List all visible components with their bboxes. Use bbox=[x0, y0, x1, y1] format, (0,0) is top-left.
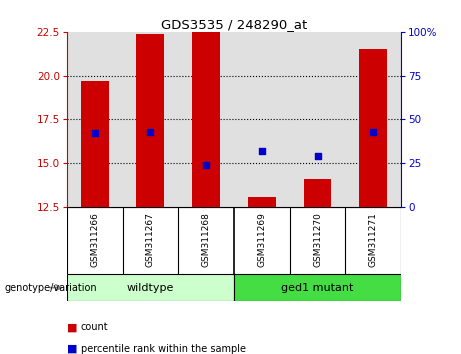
Text: percentile rank within the sample: percentile rank within the sample bbox=[81, 344, 246, 354]
Text: ■: ■ bbox=[67, 344, 77, 354]
Point bbox=[258, 148, 266, 154]
Bar bbox=[304, 179, 331, 207]
Text: wildtype: wildtype bbox=[127, 282, 174, 293]
Title: GDS3535 / 248290_at: GDS3535 / 248290_at bbox=[161, 18, 307, 31]
Text: GSM311268: GSM311268 bbox=[201, 212, 211, 267]
Bar bbox=[136, 34, 164, 207]
Bar bbox=[234, 274, 401, 301]
Point bbox=[370, 129, 377, 135]
Text: ged1 mutant: ged1 mutant bbox=[281, 282, 354, 293]
Point bbox=[314, 153, 321, 159]
Text: genotype/variation: genotype/variation bbox=[5, 282, 97, 293]
Text: GSM311267: GSM311267 bbox=[146, 212, 155, 267]
Bar bbox=[192, 32, 220, 207]
Text: GSM311270: GSM311270 bbox=[313, 212, 322, 267]
Text: GSM311266: GSM311266 bbox=[90, 212, 99, 267]
Text: count: count bbox=[81, 322, 108, 332]
Text: GSM311269: GSM311269 bbox=[257, 212, 266, 267]
Point bbox=[202, 162, 210, 168]
Point bbox=[91, 131, 98, 136]
Point bbox=[147, 129, 154, 135]
Bar bbox=[359, 50, 387, 207]
Text: ■: ■ bbox=[67, 322, 77, 332]
Text: GSM311271: GSM311271 bbox=[369, 212, 378, 267]
Bar bbox=[81, 81, 109, 207]
Bar bbox=[67, 274, 234, 301]
Bar bbox=[248, 196, 276, 207]
